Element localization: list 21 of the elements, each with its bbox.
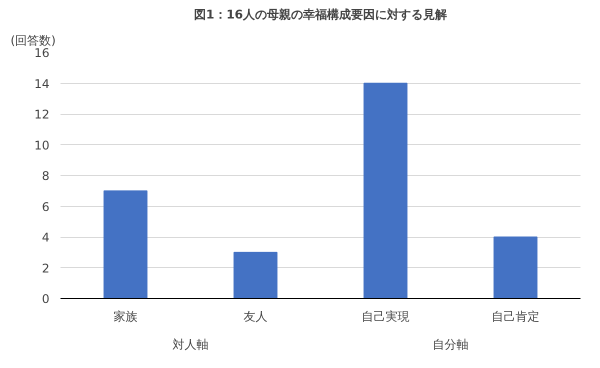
bar [104,190,148,298]
x-tick-label: 自己肯定 [492,310,540,324]
bar [364,82,408,298]
y-tick-label: 12 [34,108,50,122]
y-tick-label: 16 [34,46,50,60]
text: 自分軸 [432,338,468,352]
y-tick-label: 4 [42,230,50,244]
y-tick-label: 0 [42,292,50,306]
bar [494,236,538,298]
chart-title: 図1：16人の母親の幸福構成要因に対する見解 [194,8,448,22]
x-tick-label: 自己実現 [362,310,410,324]
x-tick-label: 家族 [114,310,138,324]
y-axis-title: (回答数) [10,34,56,48]
y-tick-label: 10 [34,138,50,152]
y-tick-label: 14 [34,76,50,91]
bar [234,252,278,298]
y-tick-label: 2 [42,261,50,276]
y-tick-label: 8 [42,169,50,183]
text: 対人軸 [172,338,208,352]
y-tick-label: 6 [42,200,50,214]
x-tick-label: 友人 [244,310,268,324]
